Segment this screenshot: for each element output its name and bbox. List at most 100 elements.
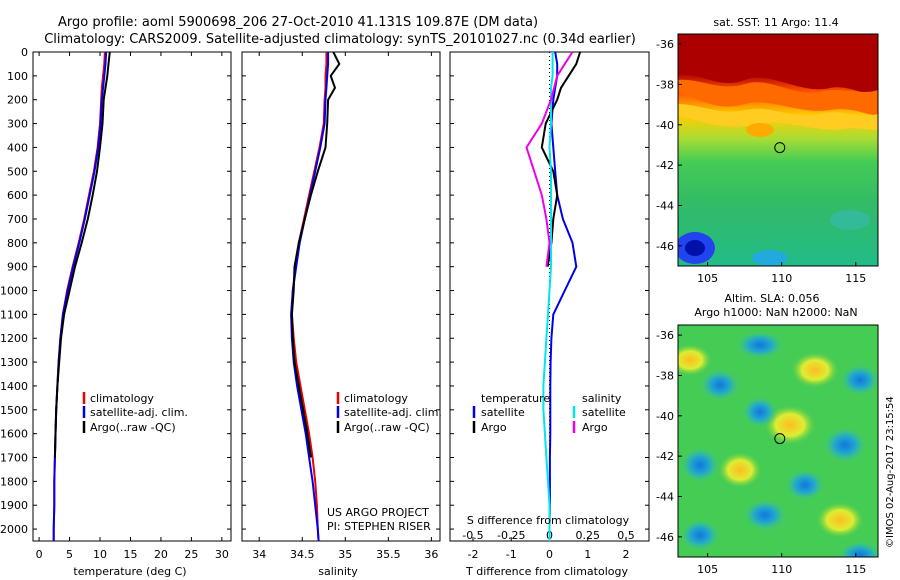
- x-tick-label: 2: [623, 548, 630, 561]
- sst-map-frame: [677, 33, 879, 267]
- legend-argo-label: Argo(..raw -QC): [90, 421, 176, 434]
- x-tick-label: 10: [93, 548, 107, 561]
- depth-tick-label: 1100: [0, 308, 28, 321]
- temperature-plot: 0 5 10 15 20 25 30: [36, 51, 229, 561]
- salinity-legend: climatology satellite-adj. clim. Argo(..…: [336, 392, 442, 434]
- x-tick-label: 34.5: [290, 548, 315, 561]
- difference-plot: -2 -1 0 1 2-0.5 -0.25 0 0.25 0.5: [462, 51, 635, 561]
- depth-axis: 0 100 200 300 400 500 600 700 800 900 1000 1100 1200…: [0, 46, 649, 536]
- sla-map-subtitle: Argo h1000: NaN h2000: NaN: [694, 306, 857, 319]
- x-tick-label: 0: [36, 548, 43, 561]
- depth-tick-label: 1800: [0, 475, 28, 488]
- x-tick-label: 34: [252, 548, 266, 561]
- lat-tick-label: -44: [656, 199, 674, 212]
- legend-satellite-label: satellite-adj. clim.: [90, 406, 188, 419]
- depth-tick-label: 500: [7, 165, 28, 178]
- salinity-tick-label: 0.5: [617, 529, 635, 542]
- depth-tick-label: 1600: [0, 428, 28, 441]
- x-tick-label: 35.5: [376, 548, 401, 561]
- lon-tick-label: 110: [771, 563, 792, 576]
- lon-tick-label: 115: [845, 563, 866, 576]
- argo-float-marker: [774, 142, 786, 154]
- lon-tick-label: 105: [697, 272, 718, 285]
- figure-title-line1: Argo profile: aoml 5900698_206 27-Oct-20…: [58, 15, 538, 30]
- project-annotation: US ARGO PROJECT: [327, 506, 429, 519]
- lat-tick-label: -46: [656, 240, 674, 253]
- difference-xlabel: T difference from climatology: [465, 565, 628, 578]
- legend-climatology-label: climatology: [90, 392, 154, 405]
- depth-tick-label: 0: [21, 46, 28, 59]
- series-line-temperature-argo: [540, 51, 582, 267]
- sla-map-image: [678, 325, 878, 557]
- difference-legend: temperature salinity satellite Argo sate…: [472, 392, 626, 434]
- lat-tick-label: -42: [656, 159, 674, 172]
- temperature-panel: [32, 51, 232, 542]
- legend-sal-argo-label: Argo: [582, 421, 608, 434]
- lat-tick-label: -38: [656, 78, 674, 91]
- salinity-plot: 34 34.5 35 35.5 36: [252, 51, 438, 561]
- salinity-tick-label: -0.25: [497, 529, 525, 542]
- depth-tick-label: 900: [7, 261, 28, 274]
- x-tick-label: 15: [123, 548, 137, 561]
- sst-map-image: [678, 34, 878, 266]
- series-line-salinity-argo: [525, 51, 574, 267]
- lat-tick-label: -44: [656, 490, 674, 503]
- series-line-satellite-adj-clim-: [52, 51, 108, 541]
- lon-tick-label: 110: [771, 272, 792, 285]
- legend-argo-label: Argo(..raw -QC): [344, 421, 430, 434]
- salinity-panel: [241, 51, 441, 542]
- legend-salinity-heading: salinity: [582, 392, 622, 405]
- depth-tick-label: 2000: [0, 523, 28, 536]
- series-line-argo-raw-qc-: [53, 51, 111, 458]
- depth-tick-label: 1900: [0, 499, 28, 512]
- x-tick-label: 25: [184, 548, 198, 561]
- lat-tick-label: -42: [656, 450, 674, 463]
- depth-tick-label: 800: [7, 237, 28, 250]
- salinity-tick-label: 0.25: [576, 529, 601, 542]
- sst-map-title: sat. SST: 11 Argo: 11.4: [713, 16, 838, 29]
- series-line-temperature-satellite: [548, 51, 578, 541]
- series-line-climatology: [52, 51, 106, 541]
- figure-title-line2: Climatology: CARS2009. Satellite-adjuste…: [44, 32, 636, 47]
- depth-tick-label: 1000: [0, 285, 28, 298]
- depth-tick-label: 400: [7, 141, 28, 154]
- x-tick-label: 35: [338, 548, 352, 561]
- lat-tick-label: -46: [656, 531, 674, 544]
- x-tick-label: 30: [215, 548, 229, 561]
- x-tick-label: 1: [584, 548, 591, 561]
- legend-satellite-label: satellite-adj. clim.: [344, 406, 442, 419]
- depth-tick-label: 100: [7, 70, 28, 83]
- x-tick-label: -1: [506, 548, 517, 561]
- x-tick-label: 5: [66, 548, 73, 561]
- depth-tick-label: 1300: [0, 356, 28, 369]
- depth-tick-label: 1200: [0, 332, 28, 345]
- legend-temp-argo-label: Argo: [481, 421, 507, 434]
- salinity-xlabel: salinity: [318, 565, 358, 578]
- legend-temp-satellite-label: satellite: [481, 406, 525, 419]
- depth-tick-label: 1400: [0, 380, 28, 393]
- lon-tick-label: 105: [697, 563, 718, 576]
- legend-sal-satellite-label: satellite: [582, 406, 626, 419]
- depth-tick-label: 300: [7, 118, 28, 131]
- salinity-tick-label: -0.5: [462, 529, 483, 542]
- lat-tick-label: -36: [656, 329, 674, 342]
- lat-tick-label: -38: [656, 369, 674, 382]
- temperature-xlabel: temperature (deg C): [73, 565, 186, 578]
- temperature-legend: climatology satellite-adj. clim. Argo(..…: [82, 392, 188, 434]
- sla-map-title: Altim. SLA: 0.056: [724, 292, 819, 305]
- depth-tick-label: 1700: [0, 452, 28, 465]
- argo-float-marker: [774, 433, 786, 445]
- sst-map-axes: 105 110 115 -36 -38 -40 -42 -44 -46: [656, 38, 866, 285]
- depth-tick-label: 700: [7, 213, 28, 226]
- x-tick-label: 36: [424, 548, 438, 561]
- sla-map-axes: 105 110 115 -36 -38 -40 -42 -44 -46: [656, 329, 866, 576]
- lat-tick-label: -40: [656, 119, 674, 132]
- depth-tick-label: 200: [7, 94, 28, 107]
- imos-credit: ©IMOS 02-Aug-2017 23:15:54: [885, 396, 896, 548]
- legend-climatology-label: climatology: [344, 392, 408, 405]
- depth-tick-label: 600: [7, 189, 28, 202]
- legend-temperature-heading: temperature: [481, 392, 550, 405]
- pi-annotation: PI: STEPHEN RISER: [327, 520, 431, 533]
- sla-map-frame: [677, 324, 879, 558]
